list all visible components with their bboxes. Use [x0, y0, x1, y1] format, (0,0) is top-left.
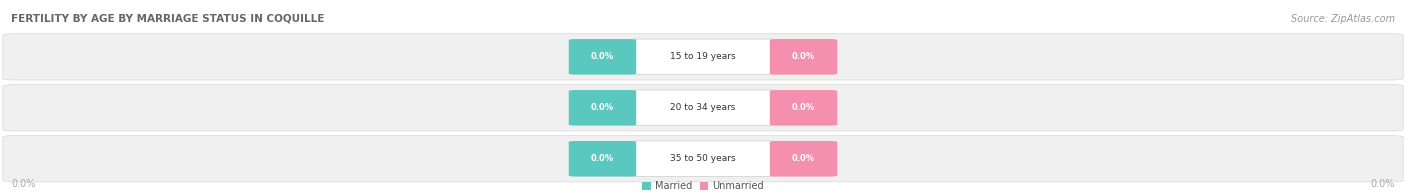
FancyBboxPatch shape — [3, 34, 1403, 80]
Text: 0.0%: 0.0% — [792, 154, 815, 163]
FancyBboxPatch shape — [569, 90, 637, 126]
FancyBboxPatch shape — [770, 39, 838, 75]
Text: FERTILITY BY AGE BY MARRIAGE STATUS IN COQUILLE: FERTILITY BY AGE BY MARRIAGE STATUS IN C… — [11, 14, 325, 24]
Text: 0.0%: 0.0% — [591, 154, 614, 163]
Text: 0.0%: 0.0% — [11, 179, 35, 189]
FancyBboxPatch shape — [3, 85, 1403, 131]
Text: 0.0%: 0.0% — [792, 52, 815, 61]
Text: 0.0%: 0.0% — [1371, 179, 1395, 189]
Text: 35 to 50 years: 35 to 50 years — [671, 154, 735, 163]
Text: 0.0%: 0.0% — [591, 103, 614, 112]
Text: 0.0%: 0.0% — [792, 103, 815, 112]
FancyBboxPatch shape — [770, 90, 838, 126]
Text: 15 to 19 years: 15 to 19 years — [671, 52, 735, 61]
FancyBboxPatch shape — [630, 141, 776, 177]
FancyBboxPatch shape — [630, 90, 776, 126]
Legend: Married, Unmarried: Married, Unmarried — [643, 181, 763, 191]
FancyBboxPatch shape — [770, 141, 838, 177]
Text: 0.0%: 0.0% — [591, 52, 614, 61]
FancyBboxPatch shape — [630, 39, 776, 75]
Text: Source: ZipAtlas.com: Source: ZipAtlas.com — [1291, 14, 1395, 24]
FancyBboxPatch shape — [569, 39, 637, 75]
FancyBboxPatch shape — [3, 136, 1403, 182]
FancyBboxPatch shape — [569, 141, 637, 177]
Text: 20 to 34 years: 20 to 34 years — [671, 103, 735, 112]
